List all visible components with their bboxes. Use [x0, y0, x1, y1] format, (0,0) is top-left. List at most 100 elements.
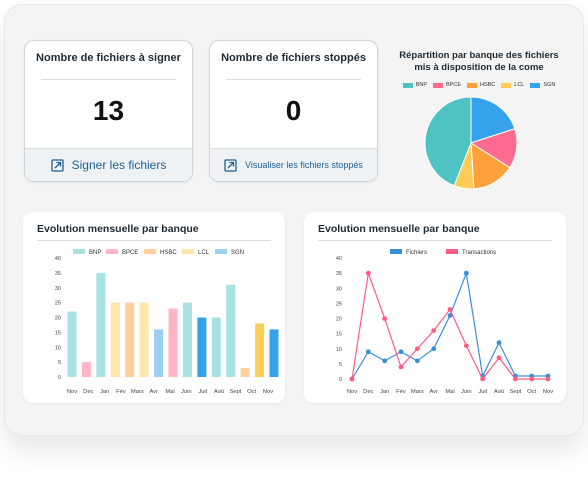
x-tick-label: Fév: [396, 389, 406, 395]
data-point-transactions: [529, 376, 535, 382]
kpi-value: 13: [92, 95, 125, 126]
data-point-transactions: [463, 343, 469, 349]
x-tick-label: Nov: [263, 389, 273, 395]
legend-item-fichiers[interactable]: Fichiers: [390, 249, 427, 256]
data-point-fichiers: [398, 349, 404, 355]
pie-slice-sgn: [470, 96, 516, 144]
legend-item-hsbc[interactable]: HSBC: [144, 249, 177, 256]
line-chart-title: Evolution mensuelle par banque: [318, 223, 480, 235]
bar-lcl: [110, 302, 120, 377]
y-tick-label: 20: [336, 317, 342, 323]
bar-bpce: [81, 362, 91, 377]
legend-swatch: [433, 82, 444, 88]
x-tick-label: Aoû: [214, 389, 224, 395]
pie-chart: [424, 96, 518, 190]
data-point-fichiers: [382, 358, 388, 364]
legend-label: BPCE: [446, 82, 461, 88]
x-tick-label: Jan: [380, 389, 389, 395]
bar-sgn: [154, 329, 164, 377]
bar-chart-title: Evolution mensuelle par banque: [37, 223, 199, 235]
legend-label: Fichiers: [406, 250, 427, 256]
kpi-value: 0: [285, 95, 302, 126]
divider: [41, 79, 176, 80]
legend-swatch: [73, 249, 85, 254]
data-point-transactions: [512, 376, 518, 382]
bar-bnp: [211, 317, 221, 377]
bar-lcl: [255, 323, 265, 377]
y-tick-label: 0: [339, 377, 342, 383]
y-tick-label: 0: [58, 375, 61, 381]
bar-bpce: [168, 308, 178, 377]
legend-swatch: [182, 249, 194, 254]
legend-item-bnp[interactable]: BNP: [73, 249, 101, 256]
data-point-fichiers: [496, 340, 502, 346]
bar-bnp: [67, 311, 77, 377]
legend-item-bpce[interactable]: BPCE: [106, 249, 138, 256]
legend-item-bpce[interactable]: BPCE: [433, 82, 461, 88]
legend-item-bnp[interactable]: BNP: [402, 82, 428, 88]
kpi-card-stopped-files: Nombre de fichiers stoppés 0 Visualiser …: [209, 40, 378, 182]
x-tick-label: Dec: [363, 389, 373, 395]
bar-sgn: [197, 317, 207, 377]
data-point-transactions: [480, 376, 486, 382]
pie-title-line-1: Répartition par banque des fichiers: [399, 50, 559, 61]
data-point-fichiers: [365, 349, 371, 355]
view-stopped-files-link[interactable]: Visualiser les fichiers stoppés: [210, 148, 377, 181]
pie-slice-bnp: [424, 96, 472, 187]
bar-bnp: [96, 272, 106, 377]
legend-label: BNP: [89, 250, 101, 256]
legend-item-transactions[interactable]: Transactions: [446, 249, 496, 256]
y-tick-label: 30: [55, 286, 61, 292]
bar-bnp: [182, 302, 192, 377]
external-link-icon: [50, 158, 64, 172]
legend-swatch: [446, 249, 458, 254]
legend-label: BNP: [415, 82, 428, 88]
data-point-transactions: [382, 316, 388, 321]
y-tick-label: 15: [336, 332, 342, 338]
line-chart: Fichiers Transactions 0 5 10 15 20 25 30 35 40 Nov D…: [336, 249, 553, 395]
line-chart-card: Evolution mensuelle par banque Fichiers T…: [304, 212, 566, 403]
x-tick-label: Avr: [429, 389, 438, 395]
data-point-transactions: [447, 307, 453, 312]
x-tick-label: Fév: [116, 389, 126, 395]
legend-swatch: [144, 249, 156, 254]
kpi-title: Nombre de fichiers à signer: [36, 52, 181, 64]
x-tick-label: Oct: [527, 389, 536, 395]
kpi-title: Nombre de fichiers stoppés: [221, 52, 366, 64]
legend-label: SGN: [543, 82, 556, 88]
data-point-transactions: [365, 270, 371, 276]
legend-item-sgn[interactable]: SGN: [530, 82, 555, 88]
y-tick-label: 5: [58, 360, 61, 366]
legend-item-hsbc[interactable]: HSBC: [467, 82, 495, 88]
bar-chart: BNP BPCE HSBC LCL SGN 0 5 10 15 20 25 30 35 40 Nov Dec J…: [55, 249, 279, 395]
legend-label: HSBC: [160, 250, 177, 256]
divider: [226, 79, 361, 80]
sign-files-link[interactable]: Signer les fichiers: [25, 148, 192, 181]
legend-label: BPCE: [122, 250, 138, 256]
x-tick-label: Aoû: [494, 389, 504, 395]
data-point-transactions: [496, 355, 502, 361]
legend-swatch: [530, 82, 541, 88]
legend-item-lcl[interactable]: LCL: [501, 82, 524, 88]
pie-chart-title: Répartition par banque des fichiers mis …: [389, 50, 569, 74]
x-tick-label: Mai: [445, 389, 454, 395]
external-link-icon: [224, 158, 237, 172]
data-point-fichiers: [414, 358, 420, 364]
legend-swatch: [501, 82, 512, 88]
data-point-transactions: [398, 364, 404, 370]
sign-files-label: Signer les fichiers: [71, 158, 167, 172]
legend-label: Transactions: [462, 250, 496, 256]
bar-sgn: [269, 329, 279, 377]
legend-swatch: [402, 82, 413, 88]
legend-item-lcl[interactable]: LCL: [182, 249, 210, 256]
series-line-transactions: [351, 272, 548, 381]
legend-item-sgn[interactable]: SGN: [215, 249, 244, 256]
x-tick-label: Juil: [198, 389, 207, 395]
x-tick-label: Mars: [411, 389, 424, 395]
data-point-fichiers: [447, 313, 453, 318]
y-tick-label: 20: [55, 316, 61, 322]
legend-label: LCL: [514, 82, 525, 88]
data-point-transactions: [431, 328, 437, 333]
y-tick-label: 10: [55, 345, 61, 351]
legend-swatch: [467, 82, 477, 88]
